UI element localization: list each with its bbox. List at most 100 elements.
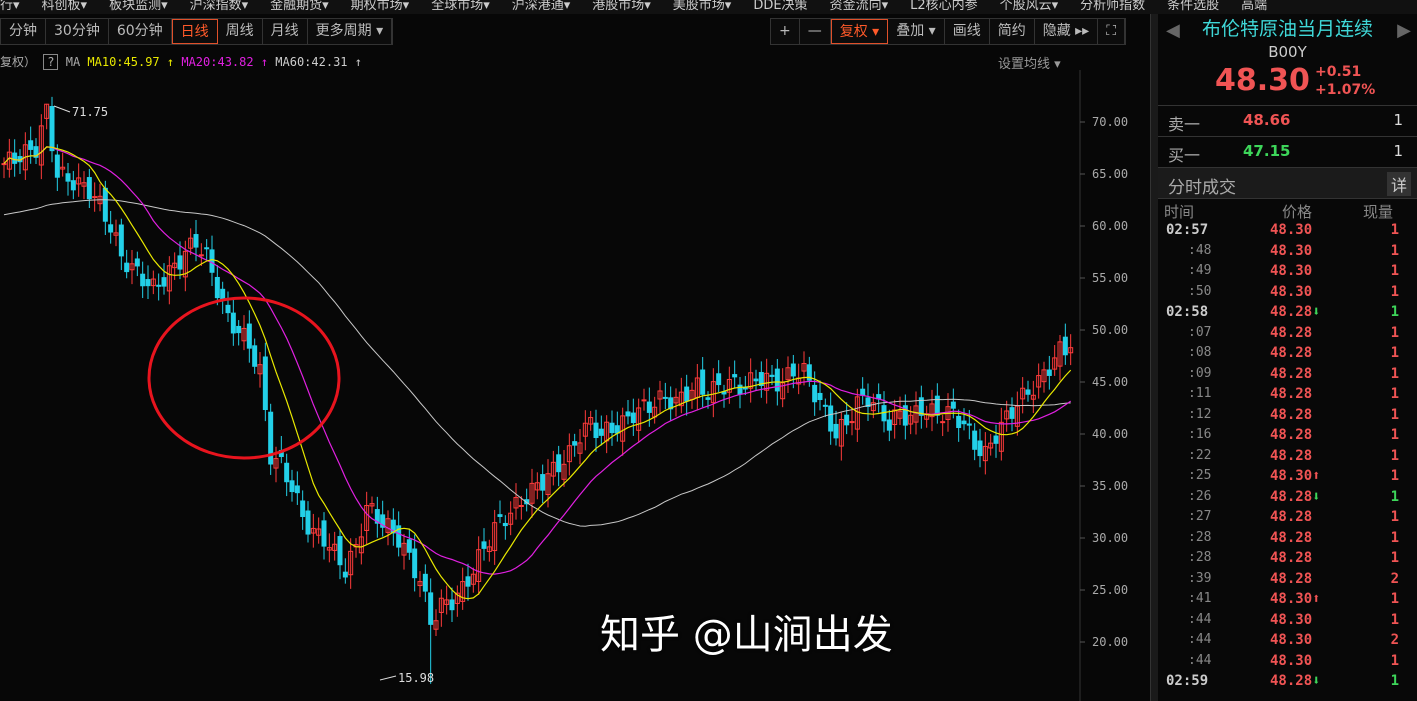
period-tab[interactable]: 日线 xyxy=(171,19,218,44)
period-tab[interactable]: 更多周期 ▾ xyxy=(308,19,393,44)
tool-button[interactable]: 复权 ▾ xyxy=(830,19,889,44)
menu-item[interactable]: 高端 xyxy=(1241,0,1268,13)
candle-body xyxy=(33,146,39,158)
trade-row: :44 48.30 1 xyxy=(1158,653,1417,673)
candle-body xyxy=(124,262,130,273)
period-tab[interactable]: 60分钟 xyxy=(109,19,172,44)
period-tab[interactable]: 30分钟 xyxy=(46,19,109,44)
candle-body xyxy=(1046,369,1052,376)
candle-body xyxy=(977,440,983,457)
candle-body xyxy=(620,415,626,442)
candle-body xyxy=(561,463,567,480)
help-button[interactable]: ? xyxy=(43,54,59,70)
next-arrow-icon[interactable]: ▶ xyxy=(1397,20,1411,41)
set-ma-button[interactable]: 设置均线 ▾ xyxy=(998,57,1061,72)
candle-body xyxy=(961,420,967,425)
menu-item[interactable]: 港股市场▾ xyxy=(592,0,651,13)
period-tab[interactable]: 分钟 xyxy=(1,19,46,44)
tool-button[interactable]: 简约 xyxy=(990,19,1035,44)
trade-row: :50 48.30 1 xyxy=(1158,284,1417,304)
menu-item[interactable]: 板块监测▾ xyxy=(109,0,168,13)
candle-body xyxy=(1,163,7,166)
prev-arrow-icon[interactable]: ◀ xyxy=(1166,20,1180,41)
menu-item[interactable]: 个股风云▾ xyxy=(999,0,1059,13)
menu-item[interactable]: 全球市场▾ xyxy=(431,0,490,13)
trade-price-value: 48.28 xyxy=(1270,509,1313,525)
ma20-value: MA20:43.82 ↑ xyxy=(181,55,269,69)
menu-item[interactable]: 金融期货▾ xyxy=(270,0,329,13)
menu-item[interactable]: 科创板▾ xyxy=(41,0,88,13)
panel-splitter[interactable] xyxy=(1150,14,1158,701)
candle-body xyxy=(812,384,818,403)
trade-volume: 1 xyxy=(1390,509,1399,525)
sell1-row: 卖一 48.66 1 xyxy=(1158,105,1417,136)
candle-body xyxy=(668,397,674,410)
trade-price-value: 48.28 xyxy=(1270,529,1313,546)
candle-body xyxy=(342,571,348,578)
candle-body xyxy=(28,140,34,150)
candle-body xyxy=(337,536,343,566)
tool-button[interactable]: 叠加 ▾ xyxy=(888,19,945,44)
tool-button[interactable]: ⛶ xyxy=(1098,19,1126,44)
tool-button[interactable]: 画线 xyxy=(945,19,990,44)
menu-item[interactable]: 期权市场▾ xyxy=(350,0,410,13)
menu-item[interactable]: 沪深港通▾ xyxy=(511,0,571,13)
candle-body xyxy=(38,125,44,166)
trade-price-value: 48.30 xyxy=(1270,632,1313,648)
candle-body xyxy=(566,445,572,463)
candle-body xyxy=(678,391,684,407)
trade-row: :11 48.28 1 xyxy=(1158,386,1417,406)
trade-price-value: 48.28 xyxy=(1270,345,1313,361)
candlestick-chart[interactable]: 70.00 65.00 60.00 55.00 50.00 45.00 40.00 35.00… xyxy=(0,70,1150,701)
buy1-volume: 1 xyxy=(1393,142,1403,160)
candle-body xyxy=(257,364,263,375)
y-tick-label: 30.00 xyxy=(1092,531,1128,545)
top-menu: 行▾ 科创板▾ 板块监测▾ 沪深指数▾ 金融期货▾ 期权市场▾ 全球市场▾ 沪深港通▾ 港股市场… xyxy=(0,0,1417,14)
tool-button[interactable]: — xyxy=(800,19,831,44)
highlight-circle xyxy=(147,296,341,460)
period-tab[interactable]: 周线 xyxy=(218,19,263,44)
low-pointer xyxy=(379,675,397,681)
menu-item[interactable]: 条件选股 xyxy=(1167,0,1220,13)
trade-row: :26 48.28⬇ 1 xyxy=(1158,489,1417,509)
quote-panel: ◀ ▶ 布伦特原油当月连续 B00Y 48.30 +0.51 +1.07% 卖一… xyxy=(1158,14,1417,701)
candle-body xyxy=(49,106,55,152)
candle-body xyxy=(865,397,871,407)
candle-body xyxy=(422,573,428,592)
ma10-line xyxy=(3,146,1072,600)
candle-body xyxy=(742,387,748,390)
trade-volume: 1 xyxy=(1390,283,1399,300)
menu-item[interactable]: L2核心内参 xyxy=(910,0,978,13)
trade-price: 48.30 xyxy=(1270,222,1312,238)
candle-body xyxy=(1030,394,1036,400)
period-tab[interactable]: 月线 xyxy=(263,19,308,44)
candle-body xyxy=(65,173,71,182)
tool-button[interactable]: + xyxy=(771,19,800,44)
candle-body xyxy=(385,518,391,533)
menu-item[interactable]: 分析师指数 xyxy=(1080,0,1146,13)
instrument-name: 布伦特原油当月连续 xyxy=(1201,18,1373,40)
menu-item[interactable]: 沪深指数▾ xyxy=(189,0,249,13)
menu-item[interactable]: 行▾ xyxy=(0,0,20,13)
candle-body xyxy=(193,234,199,248)
candle-body xyxy=(705,397,711,400)
menu-item[interactable]: 资金流向▾ xyxy=(829,0,889,13)
candle-body xyxy=(598,428,604,436)
candle-body xyxy=(758,372,764,387)
candle-body xyxy=(646,401,652,413)
detail-button[interactable]: 详 xyxy=(1386,172,1411,196)
trade-time: :22 xyxy=(1188,447,1212,463)
candle-body xyxy=(1004,410,1010,420)
price-change-pct: +1.07% xyxy=(1315,82,1376,98)
menu-item[interactable]: 美股市场▾ xyxy=(672,0,732,13)
candle-body xyxy=(700,369,706,395)
trade-volume: 1 xyxy=(1390,222,1399,238)
candle-body xyxy=(289,480,295,493)
menu-item[interactable]: DDE决策 xyxy=(753,0,808,13)
trade-price-value: 48.28 xyxy=(1270,324,1313,341)
candle-body xyxy=(454,592,460,604)
tool-button[interactable]: 隐藏 ▸▸ xyxy=(1035,19,1099,44)
y-tick-label: 70.00 xyxy=(1092,115,1128,129)
trade-price: 48.28 xyxy=(1270,427,1312,443)
trade-row: :27 48.28 1 xyxy=(1158,509,1417,529)
